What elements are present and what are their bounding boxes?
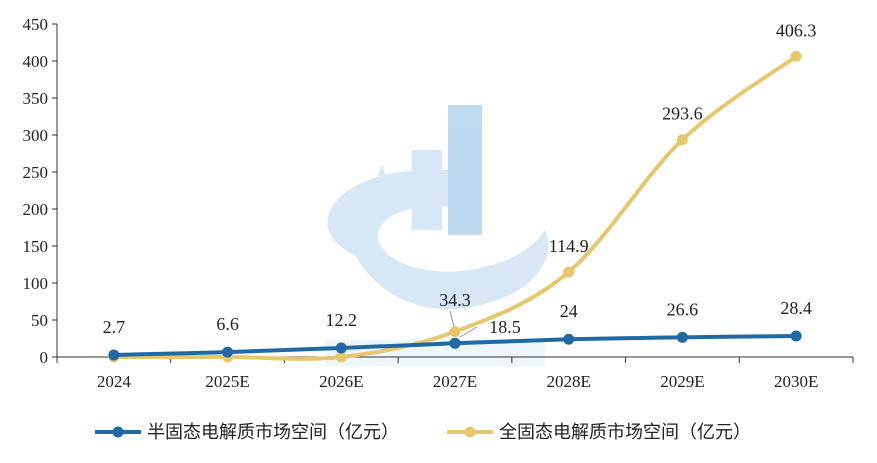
y-tick-label: 50 <box>31 311 48 330</box>
y-axis-ticks: 0 50 100 150 200 250 300 350 400 450 <box>23 15 57 367</box>
leader-line <box>449 310 455 328</box>
x-tick-label: 2025E <box>205 372 249 391</box>
data-point-1-3 <box>449 326 461 338</box>
data-point-0-6 <box>790 330 802 342</box>
data-point-0-3 <box>449 337 461 349</box>
x-tick-label: 2024 <box>97 372 132 391</box>
data-point-0-1 <box>222 346 234 358</box>
data-label-1-5: 293.6 <box>662 104 703 124</box>
data-label-0-1: 6.6 <box>216 314 239 334</box>
y-tick-label: 150 <box>23 237 49 256</box>
y-tick-label: 200 <box>23 200 49 219</box>
x-tick-label: 2027E <box>433 372 477 391</box>
x-axis-ticks: 2024 2025E 2026E 2027E 2028E 2029E 2030E <box>56 357 854 391</box>
data-label-0-4: 24 <box>560 301 578 321</box>
y-tick-label: 0 <box>40 348 49 367</box>
data-label-0-0: 2.7 <box>103 317 126 337</box>
y-tick-label: 400 <box>23 52 49 71</box>
x-tick-label: 2028E <box>547 372 591 391</box>
watermark-bar-1 <box>412 150 442 230</box>
legend: 半固态电解质市场空间（亿元） 全固态电解质市场空间（亿元） <box>95 422 751 443</box>
data-point-0-4 <box>563 333 575 345</box>
legend-marker-1 <box>464 426 476 438</box>
data-point-1-5 <box>676 134 688 146</box>
data-point-1-4 <box>563 266 575 278</box>
data-label-0-6: 28.4 <box>780 298 812 318</box>
x-tick-label: 2030E <box>774 372 818 391</box>
watermark-swoosh <box>327 170 549 310</box>
data-label-1-6: 406.3 <box>776 20 817 40</box>
data-point-1-6 <box>790 50 802 62</box>
data-labels: 2.7 6.6 12.2 18.5 24 26.6 28.4 34.3 114.9 293.6 40… <box>103 20 817 338</box>
leader-line <box>459 326 478 338</box>
watermark-star <box>364 165 400 201</box>
data-label-0-2: 12.2 <box>326 310 358 330</box>
y-tick-label: 300 <box>23 126 49 145</box>
y-tick-label: 450 <box>23 15 49 34</box>
y-tick-label: 250 <box>23 163 49 182</box>
legend-label-0: 半固态电解质市场空间（亿元） <box>147 422 399 443</box>
data-label-0-3: 18.5 <box>489 317 521 337</box>
x-tick-label: 2026E <box>319 372 363 391</box>
data-label-1-4: 114.9 <box>549 236 589 256</box>
series-layer <box>108 50 802 363</box>
data-label-1-3: 34.3 <box>439 290 471 310</box>
y-tick-label: 350 <box>23 89 49 108</box>
data-point-0-2 <box>335 342 347 354</box>
legend-marker-0 <box>112 426 124 438</box>
data-point-1-2 <box>335 351 347 363</box>
data-point-0-5 <box>676 331 688 343</box>
y-tick-label: 100 <box>23 274 49 293</box>
data-label-0-5: 26.6 <box>667 299 699 319</box>
legend-label-1: 全固态电解质市场空间（亿元） <box>499 422 751 443</box>
data-point-0-0 <box>108 349 120 361</box>
watermark-bar-2 <box>448 105 482 235</box>
x-tick-label: 2029E <box>660 372 704 391</box>
